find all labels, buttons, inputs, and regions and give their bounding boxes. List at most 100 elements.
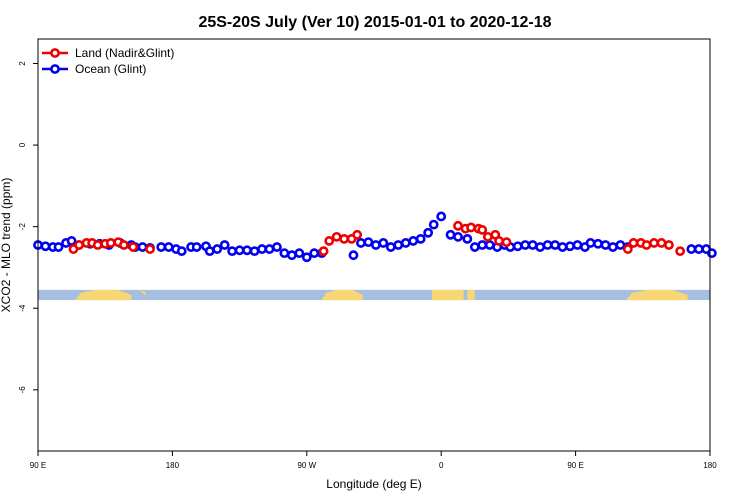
data-point [557, 242, 568, 252]
ocean-band [38, 289, 710, 301]
y-axis-ticks: 2 0 -2 -4 -6 [18, 61, 38, 393]
data-point [137, 242, 148, 252]
x-tick-label: 90 W [297, 461, 316, 470]
data-point [484, 240, 495, 250]
x-axis-label: Longitude (deg E) [326, 477, 421, 491]
data-point [74, 240, 84, 250]
data-point [212, 244, 223, 254]
x-tick-label: 180 [703, 461, 717, 470]
data-point [641, 240, 652, 250]
data-point [264, 244, 275, 254]
data-point [385, 242, 396, 252]
data-point [156, 242, 167, 252]
land-segment [431, 289, 464, 301]
land-segment [626, 289, 688, 301]
data-point [565, 241, 575, 252]
data-point [318, 246, 329, 257]
land-ocean-mask [38, 289, 710, 301]
data-point [423, 227, 434, 238]
data-point [145, 244, 155, 254]
x-tick-label: 90 E [30, 461, 46, 470]
data-point [204, 246, 215, 257]
data-point [477, 240, 488, 250]
data-point [542, 240, 553, 250]
plot-frame [37, 38, 711, 452]
data-point [664, 240, 674, 250]
x-tick-label: 180 [166, 461, 180, 470]
data-point [501, 237, 512, 248]
data-point [191, 242, 202, 252]
data-point [453, 220, 463, 231]
data-point [286, 250, 297, 261]
legend-marker [50, 48, 60, 58]
data-point [242, 245, 252, 256]
data-point [572, 240, 583, 250]
x-tick-label: 0 [439, 461, 444, 470]
y-tick-label: 2 [18, 61, 27, 66]
data-point [415, 233, 426, 244]
data-point [105, 238, 116, 248]
data-point [466, 222, 476, 233]
data-point [348, 250, 359, 261]
data-point [608, 242, 618, 252]
data-point [628, 238, 639, 248]
legend-item-ocean: Ocean (Glint) [42, 62, 146, 76]
data-point [176, 246, 187, 257]
data-point [257, 244, 267, 254]
series-ocean [33, 211, 717, 263]
data-point [585, 238, 596, 248]
data-point [378, 238, 389, 248]
data-point [600, 240, 611, 250]
data-point [53, 242, 64, 252]
data-point [686, 244, 697, 254]
data-point [649, 238, 659, 248]
data-point [393, 240, 404, 250]
data-point [593, 238, 603, 249]
data-point [309, 248, 320, 259]
data-point [706, 248, 717, 259]
land-segment [321, 289, 363, 301]
y-axis-label: XCO2 - MLO trend (ppm) [0, 178, 13, 313]
data-point [352, 229, 363, 240]
x-tick-label: 90 E [567, 461, 583, 470]
data-point [615, 240, 626, 250]
data-point [249, 246, 260, 257]
data-point [675, 246, 686, 257]
x-axis-ticks: 90 E 180 90 W 0 90 E 180 [30, 451, 717, 470]
data-point [462, 233, 473, 244]
data-point [494, 236, 504, 246]
data-point [363, 237, 374, 248]
legend-marker [50, 64, 60, 74]
land-segment [75, 289, 132, 301]
legend-label: Ocean (Glint) [75, 62, 146, 76]
data-point [272, 242, 282, 252]
y-tick-label: 0 [18, 142, 27, 147]
data-point [219, 240, 230, 250]
data-point [92, 240, 103, 250]
data-point [622, 244, 633, 254]
data-point [535, 242, 546, 252]
data-point [66, 236, 77, 246]
series-land [68, 220, 686, 257]
chart-title: 25S-20S July (Ver 10) 2015-01-01 to 2020… [198, 14, 551, 31]
legend-label: Land (Nadir&Glint) [75, 46, 174, 60]
data-point [693, 244, 704, 254]
data-series [33, 211, 717, 263]
data-point [40, 241, 51, 252]
data-point [520, 240, 531, 250]
data-point [163, 242, 174, 252]
data-point [527, 240, 538, 250]
data-point [301, 252, 312, 263]
data-point [324, 236, 335, 246]
data-point [128, 242, 139, 252]
data-point [469, 242, 480, 252]
data-point [400, 238, 411, 248]
data-point [428, 219, 439, 230]
data-point [477, 225, 488, 235]
data-point [656, 238, 667, 248]
y-tick-label: -4 [18, 304, 27, 312]
data-point [482, 231, 493, 242]
land-segment [467, 289, 475, 301]
data-point [408, 236, 419, 246]
